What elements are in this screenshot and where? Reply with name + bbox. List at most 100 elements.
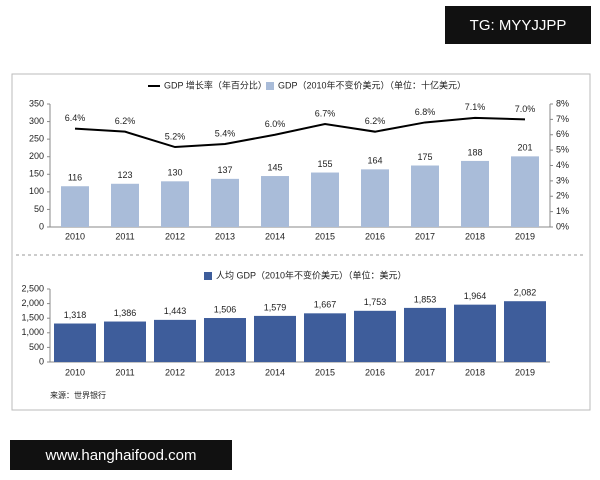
bar [361, 169, 389, 227]
legend-swatch [204, 272, 212, 280]
x-tick-label: 2017 [415, 367, 435, 377]
y-tick-label: 350 [29, 98, 44, 108]
x-tick-label: 2010 [65, 231, 85, 241]
x-tick-label: 2011 [115, 367, 134, 377]
value-label: 123 [117, 170, 132, 180]
value-label: 116 [68, 173, 82, 183]
x-tick-label: 2010 [65, 367, 85, 377]
bar [54, 323, 96, 362]
x-tick-label: 2018 [465, 231, 485, 241]
bar [511, 156, 539, 227]
panel [11, 73, 591, 411]
value-label: 7.0% [515, 104, 536, 114]
y-tick-label: 1,000 [21, 327, 44, 337]
y2-tick-label: 6% [556, 129, 569, 139]
x-tick-label: 2016 [365, 367, 385, 377]
value-label: 6.2% [115, 116, 136, 126]
value-label: 6.8% [415, 107, 436, 117]
y-tick-label: 250 [29, 134, 44, 144]
bar [354, 310, 396, 362]
y-tick-label: 100 [29, 186, 44, 196]
x-tick-label: 2014 [265, 231, 285, 241]
bar [61, 186, 89, 227]
legend-label: GDP（2010年不变价美元）（单位：十亿美元） [278, 79, 466, 90]
y-tick-label: 2,500 [21, 283, 44, 293]
value-label: 7.1% [465, 102, 486, 112]
tag-badge [445, 6, 591, 44]
x-tick-label: 2019 [515, 231, 535, 241]
value-label: 1,506 [214, 304, 237, 314]
y-tick-label: 50 [34, 204, 44, 214]
x-tick-label: 2012 [165, 231, 185, 241]
y2-tick-label: 8% [556, 98, 569, 108]
value-label: 1,386 [114, 308, 137, 318]
value-label: 2,082 [514, 288, 537, 298]
bar [111, 183, 139, 227]
x-tick-label: 2013 [215, 367, 235, 377]
x-tick-label: 2019 [515, 367, 535, 377]
y2-tick-label: 5% [556, 145, 569, 155]
source: 来源：世界银行 [50, 390, 106, 400]
x-tick-label: 2016 [365, 231, 385, 241]
value-label: 6.2% [365, 116, 386, 126]
line [74, 116, 526, 149]
x-tick-label: 2012 [165, 367, 185, 377]
tag-text: TG: MYYJJPP [470, 17, 567, 34]
value-label: 201 [517, 143, 532, 153]
bar [161, 181, 189, 227]
bar [304, 313, 346, 362]
value-label: 155 [317, 159, 332, 169]
y2-tick-label: 7% [556, 114, 569, 124]
y2-tick-label: 1% [556, 206, 569, 216]
value-label: 145 [267, 162, 282, 172]
value-label: 6.4% [65, 113, 86, 123]
y2-tick-label: 4% [556, 160, 569, 170]
value-label: 5.4% [215, 128, 236, 138]
bar [461, 160, 489, 227]
value-label: 1,318 [64, 310, 87, 320]
bar [154, 319, 196, 362]
bar [404, 307, 446, 362]
y-tick-label: 2,000 [21, 298, 44, 308]
value-label: 6.7% [315, 108, 336, 118]
url-badge [10, 440, 232, 470]
value-label: 1,964 [464, 291, 487, 301]
bar [311, 172, 339, 227]
y-tick-label: 0 [39, 356, 44, 366]
y-tick-label: 500 [29, 342, 44, 352]
legend-label: GDP 增长率（年百分比） [164, 79, 267, 90]
value-label: 188 [467, 147, 482, 157]
bar [104, 321, 146, 362]
x-tick-label: 2013 [215, 231, 235, 241]
bar [211, 178, 239, 227]
y2-tick-label: 0% [556, 221, 569, 231]
y-tick-label: 200 [29, 151, 44, 161]
y-tick-label: 1,500 [21, 313, 44, 323]
value-label: 175 [417, 152, 432, 162]
x-tick-label: 2017 [415, 231, 435, 241]
value-label: 1,667 [314, 300, 337, 310]
bar [261, 176, 289, 227]
x-tick-label: 2018 [465, 367, 485, 377]
value-label: 137 [217, 165, 232, 175]
value-label: 164 [367, 156, 382, 166]
x-tick-label: 2014 [265, 367, 285, 377]
bar [454, 304, 496, 362]
y2-tick-label: 2% [556, 191, 569, 201]
legend-swatch [266, 82, 274, 90]
bar [204, 318, 246, 362]
y-tick-label: 300 [29, 116, 44, 126]
x-tick-label: 2015 [315, 231, 335, 241]
x-tick-label: 2011 [115, 231, 134, 241]
value-label: 1,753 [364, 297, 387, 307]
value-label: 1,853 [414, 294, 437, 304]
x-tick-label: 2015 [315, 367, 335, 377]
bar [504, 301, 546, 362]
bar [411, 165, 439, 227]
value-label: 5.2% [165, 131, 186, 141]
bar [254, 315, 296, 362]
value-label: 1,443 [164, 306, 187, 316]
value-label: 1,579 [264, 302, 287, 312]
y-tick-label: 0 [39, 221, 44, 231]
